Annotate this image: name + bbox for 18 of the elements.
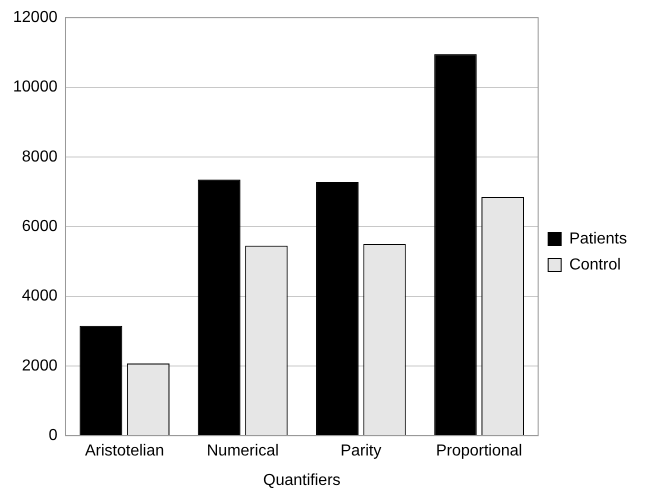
bar <box>316 182 359 436</box>
y-tick-label: 6000 <box>22 218 58 236</box>
y-tick-label: 0 <box>48 427 58 444</box>
bar <box>198 180 240 436</box>
y-tick-label: 10000 <box>12 78 58 96</box>
y-tick-label: 4000 <box>22 288 58 305</box>
x-tick-label: Aristotelian <box>85 442 164 460</box>
bar <box>80 326 122 436</box>
x-tick-label: Parity <box>340 442 382 460</box>
y-tick-label: 2000 <box>22 357 58 374</box>
bar <box>434 54 477 436</box>
x-axis-title: Quantifiers <box>263 472 341 489</box>
y-tick-label: 8000 <box>22 148 58 166</box>
legend-label: Control <box>569 256 621 274</box>
x-tick-label: Numerical <box>206 442 279 460</box>
x-tick-label: Proportional <box>436 442 522 460</box>
y-tick-label: 12000 <box>12 9 58 26</box>
legend-label: Patients <box>569 230 627 248</box>
